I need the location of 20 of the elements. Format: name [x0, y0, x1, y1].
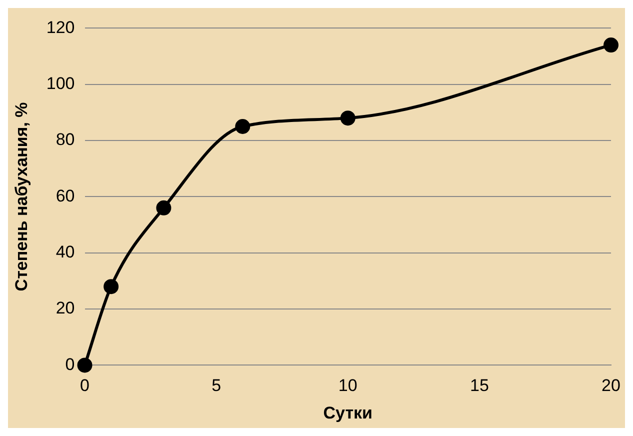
x-axis-title: Сутки — [323, 403, 372, 422]
point — [77, 358, 92, 373]
y-tick-label: 120 — [46, 18, 75, 37]
y-tick-label: 40 — [56, 242, 75, 262]
x-tick-label: 10 — [338, 376, 358, 396]
point — [340, 110, 356, 126]
point — [604, 38, 618, 53]
y-tick-label: 60 — [56, 186, 75, 206]
x-tick-label: 20 — [602, 376, 620, 396]
point — [156, 200, 172, 216]
x-tick-label: 5 — [212, 376, 222, 396]
point — [104, 279, 119, 294]
x-tick-label: 15 — [470, 376, 489, 396]
y-tick-label: 80 — [56, 130, 75, 150]
y-tick-label: 20 — [56, 298, 75, 318]
y-tick-label: 100 — [46, 74, 75, 94]
x-tick-label: 0 — [80, 376, 90, 396]
y-tick-label: 0 — [65, 354, 75, 374]
y-axis-title: Степень набухания, % — [12, 102, 31, 292]
point — [235, 118, 250, 134]
